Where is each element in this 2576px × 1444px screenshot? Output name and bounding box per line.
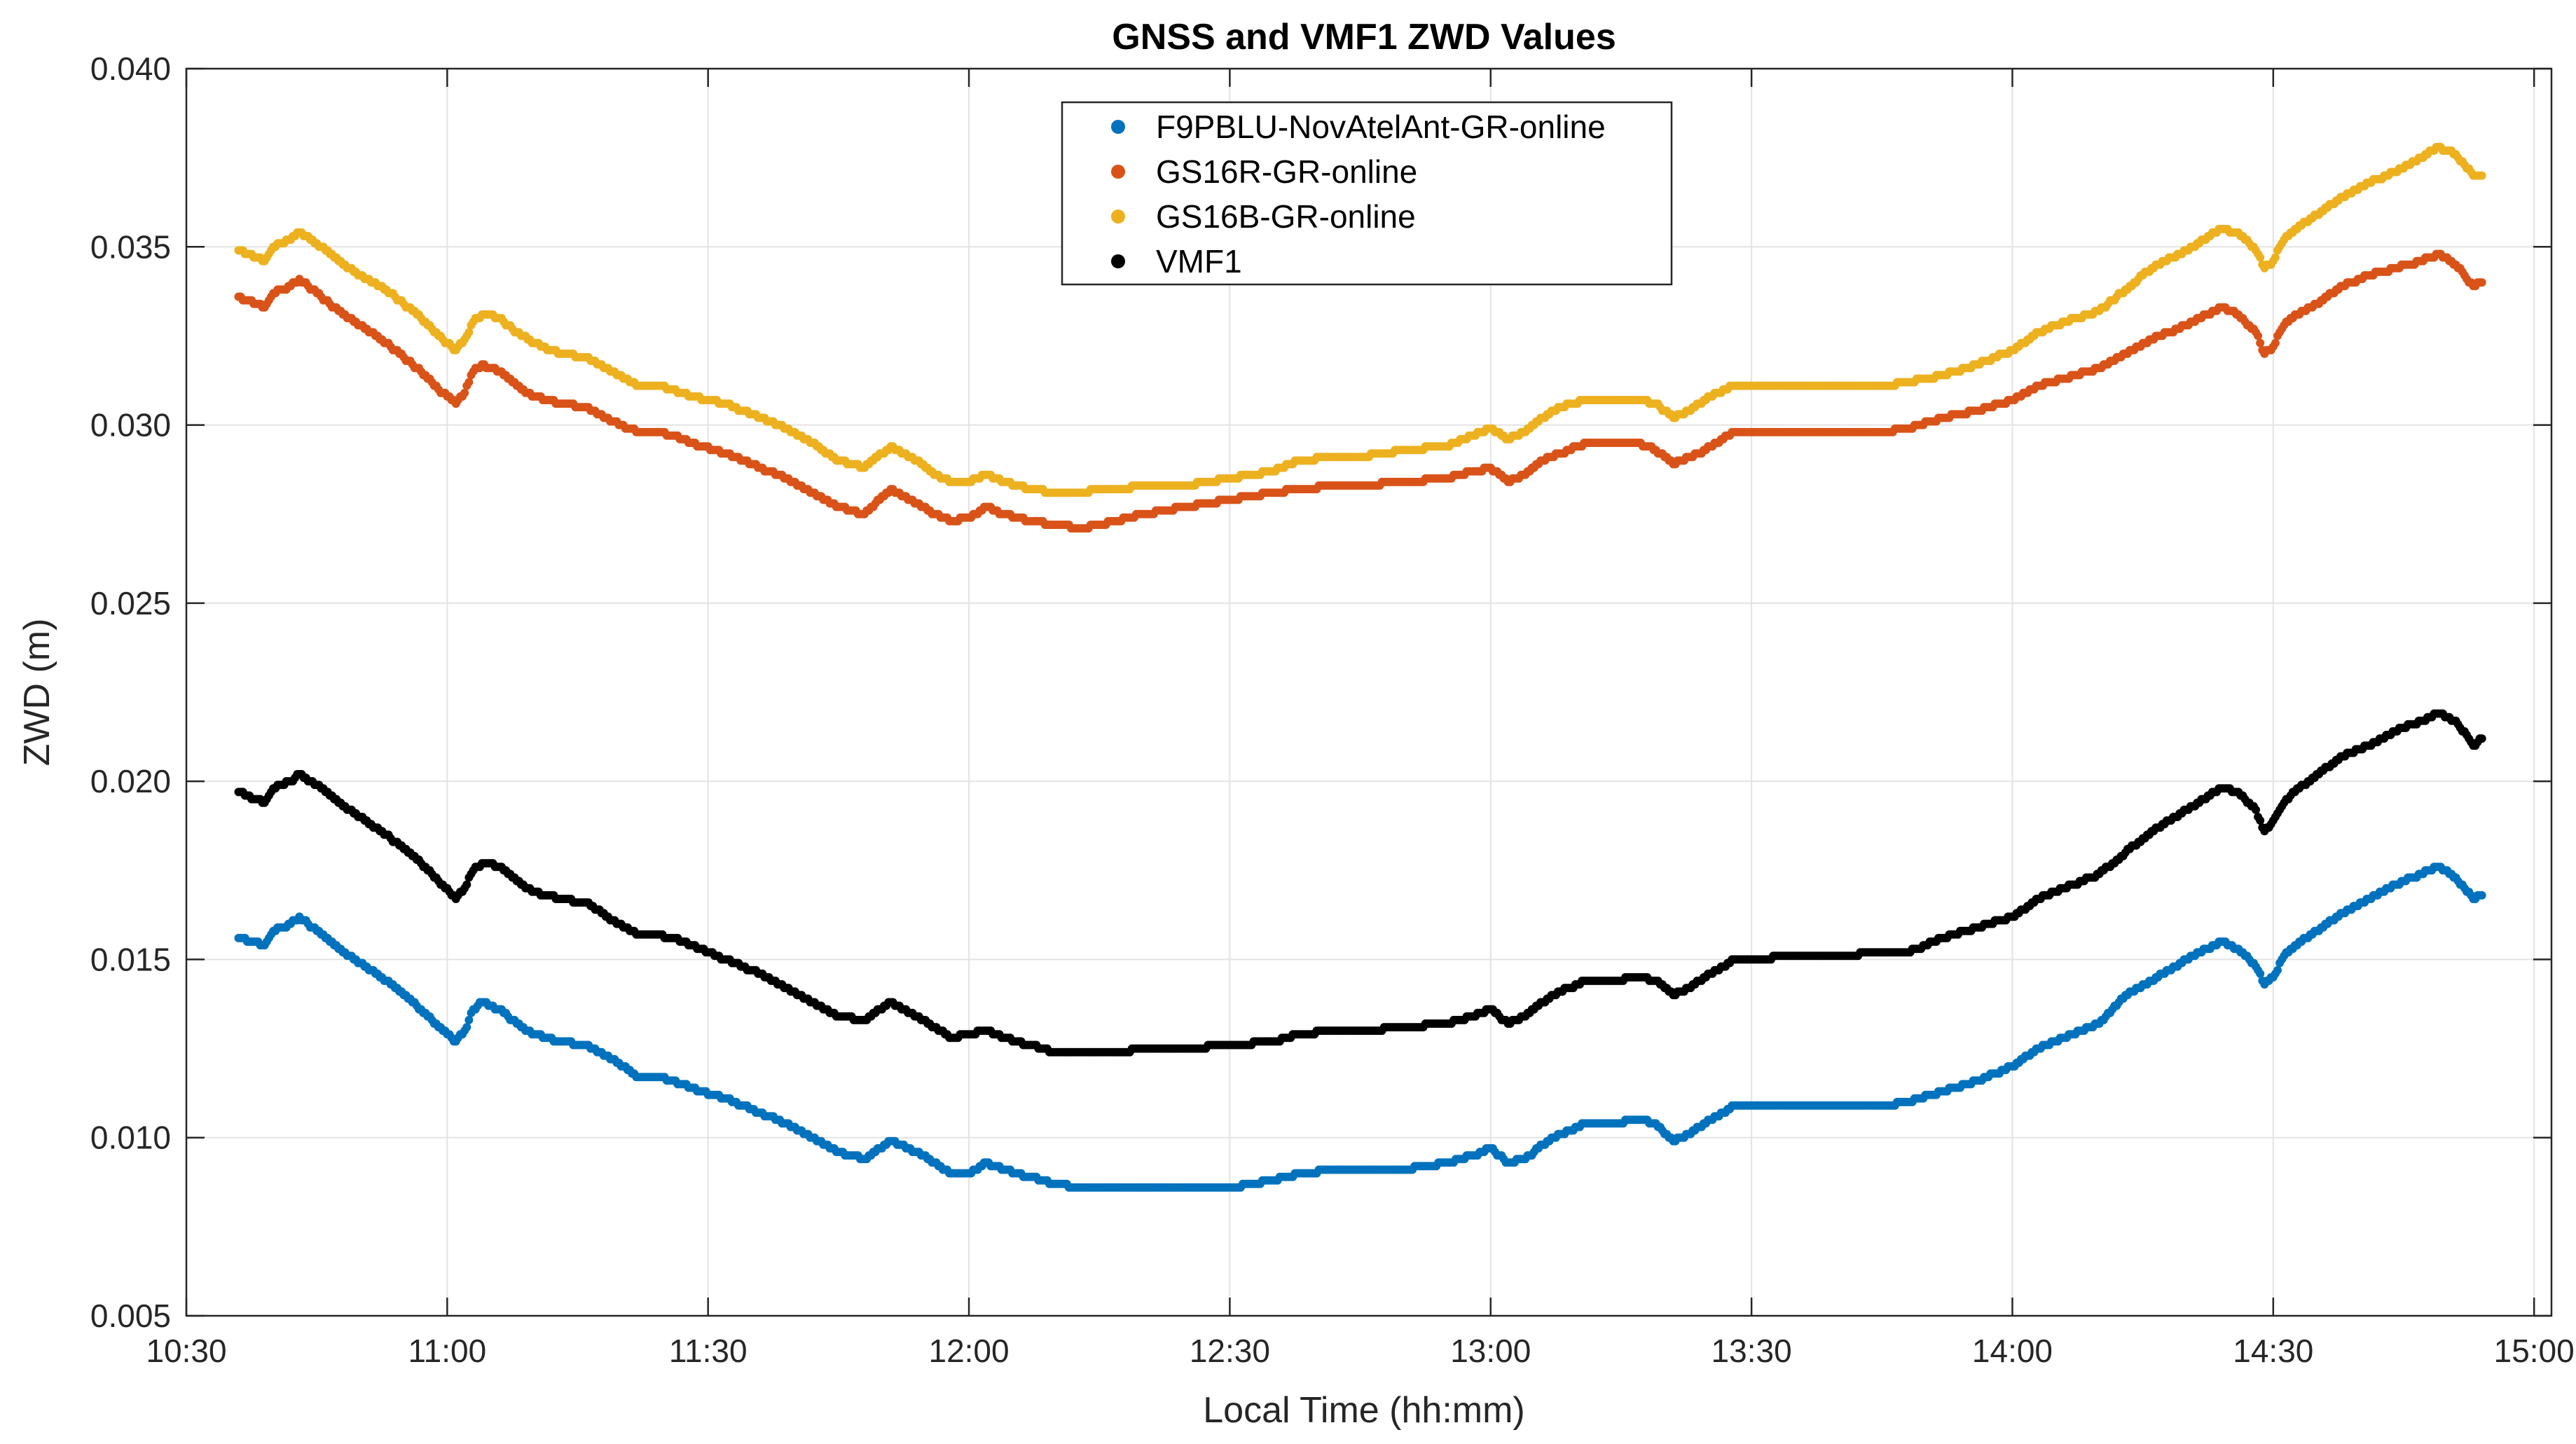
- legend-entry-gs16b: GS16B-GR-online: [1111, 198, 1416, 235]
- x-tick-label: 14:00: [1972, 1333, 2053, 1369]
- legend-marker-gs16b: [1111, 209, 1125, 224]
- x-tick-label: 10:30: [146, 1333, 226, 1369]
- y-tick-label: 0.010: [90, 1120, 171, 1156]
- data-point: [2273, 965, 2282, 975]
- data-point: [464, 1015, 474, 1024]
- y-tick-label: 0.040: [90, 50, 171, 87]
- legend-label-f9pblu: F9PBLU-NovAtelAnt-GR-online: [1156, 109, 1606, 145]
- legend-marker-f9pblu: [1111, 120, 1125, 134]
- data-point: [2256, 816, 2265, 825]
- y-tick-label: 0.030: [90, 407, 171, 443]
- series-f9pblu-novatelant-gr-online: [234, 862, 2486, 1192]
- y-tick-label: 0.020: [90, 763, 171, 799]
- data-point: [2254, 331, 2263, 341]
- data-point: [464, 378, 474, 387]
- series-points: [234, 142, 2486, 1192]
- y-tick-label: 0.025: [90, 585, 171, 621]
- data-point: [462, 1023, 471, 1032]
- legend-entry-f9pblu: F9PBLU-NovAtelAnt-GR-online: [1111, 109, 1606, 145]
- data-point: [2252, 805, 2260, 814]
- legend-marker-gs16r: [1111, 165, 1125, 179]
- x-tick-label: 12:00: [928, 1333, 1009, 1369]
- chart-title: GNSS and VMF1 ZWD Values: [1112, 17, 1616, 57]
- x-tick-label: 13:30: [1711, 1333, 1792, 1369]
- legend-marker-vmf1: [1111, 254, 1125, 268]
- legend-label-vmf1: VMF1: [1156, 243, 1242, 280]
- legend-label-gs16r: GS16R-GR-online: [1156, 153, 1417, 190]
- y-tick-label: 0.035: [90, 228, 171, 265]
- x-tick-label: 14:30: [2233, 1333, 2313, 1369]
- data-point: [2477, 734, 2486, 743]
- x-tick-label: 11:00: [408, 1333, 487, 1369]
- legend-label-gs16b: GS16B-GR-online: [1156, 198, 1416, 235]
- x-tick-label: 15:00: [2494, 1333, 2575, 1369]
- data-point: [2477, 891, 2486, 900]
- data-point: [2477, 171, 2486, 180]
- x-tick-label: 13:00: [1450, 1333, 1531, 1369]
- x-tick-label: 12:30: [1190, 1333, 1270, 1369]
- data-point: [464, 328, 474, 337]
- legend-entry-gs16r: GS16R-GR-online: [1111, 153, 1417, 190]
- data-point: [462, 880, 471, 889]
- data-point: [2256, 253, 2265, 262]
- x-tick-label: 11:30: [669, 1333, 748, 1369]
- data-point: [2271, 253, 2280, 262]
- y-tick-label: 0.005: [90, 1298, 171, 1334]
- x-tick-labels: 10:30 11:00 11:30 12:00 12:30 13:00 13:30 14:00…: [146, 1333, 2574, 1369]
- data-point: [2256, 338, 2265, 348]
- legend: F9PBLU-NovAtelAnt-GR-online GS16R-GR-onl…: [1061, 101, 1673, 286]
- data-point: [2271, 338, 2280, 348]
- y-tick-labels: 0.005 0.010 0.015 0.020 0.025 0.030 0.035 0.040: [90, 50, 171, 1334]
- x-axis-label: Local Time (hh:mm): [1203, 1390, 1524, 1431]
- data-point: [2477, 278, 2486, 287]
- data-point: [2256, 969, 2265, 978]
- data-point: [460, 388, 469, 397]
- y-tick-label: 0.015: [90, 941, 171, 977]
- series-gs16r-gr-online: [234, 249, 2486, 533]
- y-axis-label: ZWD (m): [17, 619, 57, 766]
